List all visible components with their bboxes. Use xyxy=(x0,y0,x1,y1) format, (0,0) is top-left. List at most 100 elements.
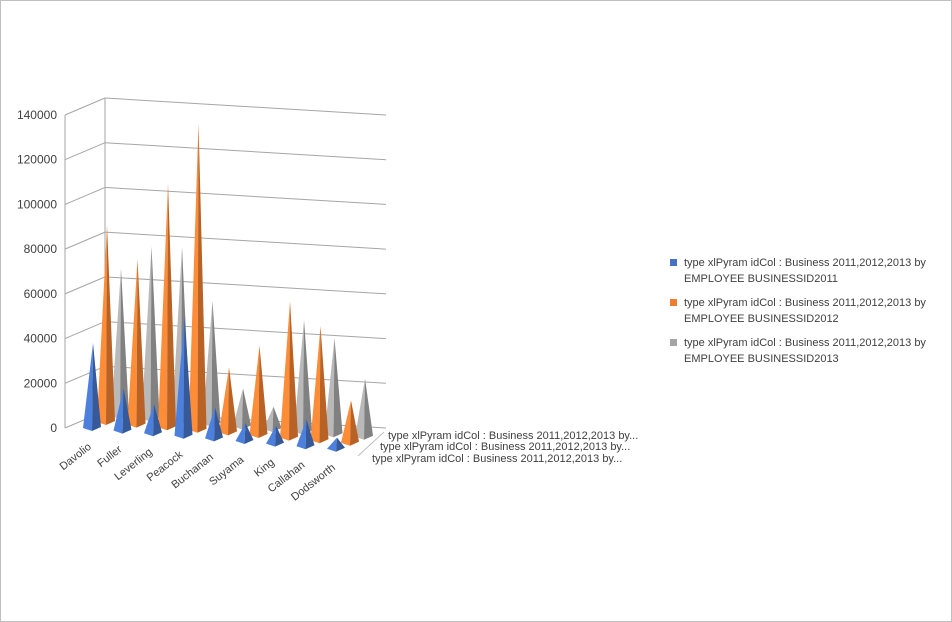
pyramid-face-left xyxy=(327,437,337,452)
pyramid-face-left xyxy=(249,345,260,438)
gridline xyxy=(64,231,106,250)
pyramid-face-left xyxy=(111,268,121,419)
pyramid-face-left xyxy=(141,246,152,422)
pyramid-face-left xyxy=(235,423,246,444)
pyramid-1-leverling xyxy=(144,404,162,437)
x-tick-label: Fuller xyxy=(95,443,124,470)
pyramid-1-suyama xyxy=(235,423,254,444)
legend-item: type xlPyram idCol : Business 2011,2012,… xyxy=(670,335,945,367)
pyramid-face-right xyxy=(214,407,223,442)
pyramid-3-dodsworth xyxy=(355,378,373,440)
y-tick-label: 100000 xyxy=(17,197,57,211)
gridline xyxy=(64,321,106,340)
pyramid-face-right xyxy=(305,419,315,450)
pyramid-face-left xyxy=(219,367,229,436)
pyramid-face-right xyxy=(244,423,254,444)
pyramid-face-right xyxy=(336,437,345,452)
x-tick-label: Davolio xyxy=(58,441,94,473)
pyramid-face-left xyxy=(341,400,351,446)
y-tick-label: 0 xyxy=(50,421,57,435)
pyramid-3-fuller xyxy=(141,246,160,422)
legend-item: type xlPyram idCol : Business 2011,2012,… xyxy=(670,295,945,327)
y-tick-label: 20000 xyxy=(24,376,58,390)
legend-item: type xlPyram idCol : Business 2011,2012,… xyxy=(670,255,945,287)
pyramid-2-buchanan xyxy=(219,367,237,436)
pyramid-face-right xyxy=(228,367,237,436)
y-tick-label: 120000 xyxy=(17,153,57,167)
pyramid-face-left xyxy=(205,407,215,442)
pyramid-face-left xyxy=(294,319,304,435)
pyramid-face-right xyxy=(275,425,284,447)
x-axis-ticks: Davolio FullerLeverlingPeacockBuchananSuy… xyxy=(58,441,338,504)
legend: type xlPyram idCol : Business 2011,2012,… xyxy=(670,255,945,375)
pyramid-2-suyama xyxy=(249,345,268,438)
pyramid-3-buchanan xyxy=(233,388,251,430)
pyramid-face-left xyxy=(97,225,107,425)
legend-swatch xyxy=(670,259,677,266)
pyramid-face-right xyxy=(106,225,115,425)
pyramid-2-fuller xyxy=(127,259,146,428)
pyramid-2-leverling xyxy=(158,183,176,431)
gridline xyxy=(64,276,106,295)
legend-label: type xlPyram idCol : Business 2011,2012,… xyxy=(684,257,926,285)
series-axis-label: type xlPyram idCol : Business 2011,2012,… xyxy=(380,441,630,453)
pyramid-face-left xyxy=(174,315,185,439)
pyramid-face-right xyxy=(167,183,176,431)
x-tick-label: King xyxy=(252,457,277,480)
gridline xyxy=(104,276,387,295)
pyramid-face-left xyxy=(127,259,138,428)
y-tick-label: 140000 xyxy=(17,108,57,122)
pyramid-3-callahan xyxy=(324,338,343,438)
pyramid-face-right xyxy=(333,338,343,438)
pyramid-face-left xyxy=(324,338,335,438)
y-axis-ticks: 0 20000 40000 60000 80000 100000 120000 140000 xyxy=(17,108,57,435)
pyramid-face-right xyxy=(272,406,282,432)
pyramid-2-dodsworth xyxy=(341,400,359,446)
gridline xyxy=(104,186,387,205)
y-tick-label: 40000 xyxy=(24,332,58,346)
pyramid-2-davolio xyxy=(97,225,115,425)
pyramid-face-right xyxy=(136,259,146,428)
pyramid-face-right xyxy=(153,404,162,437)
gridline xyxy=(104,142,387,161)
pyramid-face-right xyxy=(122,388,132,434)
pyramid-1-fuller xyxy=(113,388,132,434)
series-axis-label: type xlPyram idCol : Business 2011,2012,… xyxy=(372,453,622,465)
y-tick-label: 80000 xyxy=(24,242,58,256)
pyramid-1-dodsworth xyxy=(327,437,345,452)
pyramid-face-right xyxy=(350,400,359,446)
pyramid-1-buchanan xyxy=(205,407,223,442)
pyramid-1-davolio xyxy=(83,343,101,431)
pyramid-2-peacock xyxy=(188,123,207,433)
pyramid-face-left xyxy=(296,419,307,450)
legend-swatch xyxy=(670,339,677,346)
gridline xyxy=(104,97,387,116)
pyramid-face-right xyxy=(211,300,221,427)
pyramid-face-right xyxy=(92,343,101,431)
pyramid-face-right xyxy=(183,315,193,439)
pyramid-marks xyxy=(83,123,373,452)
pyramid-2-king xyxy=(280,301,298,441)
pyramid-1-king xyxy=(266,425,284,447)
pyramid-face-right xyxy=(120,268,129,419)
pyramid-face-right xyxy=(242,388,251,430)
gridline xyxy=(104,231,387,250)
gridline xyxy=(64,186,106,205)
legend-swatch xyxy=(670,299,677,306)
pyramid-face-left xyxy=(188,123,199,433)
y-tick-label: 60000 xyxy=(24,287,58,301)
pyramid-face-right xyxy=(197,123,207,433)
pyramid-face-left xyxy=(144,404,154,437)
pyramid-face-left xyxy=(266,425,276,447)
pyramid-3-king xyxy=(294,319,312,435)
pyramid-face-right xyxy=(289,301,298,441)
pyramid-2-callahan xyxy=(310,326,329,444)
pyramid-face-left xyxy=(280,301,290,441)
legend-label: type xlPyram idCol : Business 2011,2012,… xyxy=(684,337,926,365)
depth-axis-line xyxy=(357,431,385,457)
pyramid-face-left xyxy=(113,388,124,434)
gridline xyxy=(64,365,106,384)
pyramid-face-left xyxy=(83,343,93,431)
legend-label: type xlPyram idCol : Business 2011,2012,… xyxy=(684,297,926,325)
